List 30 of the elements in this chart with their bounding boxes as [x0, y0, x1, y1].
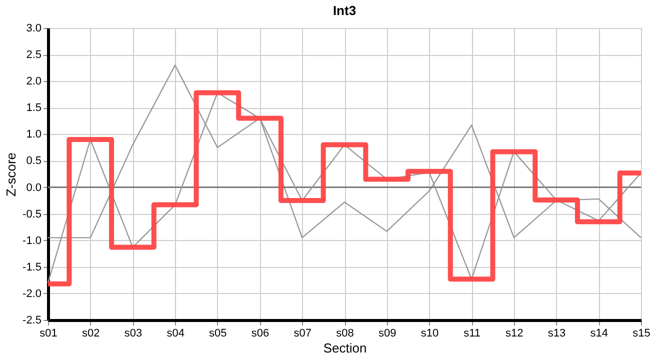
y-tick-label: 0.5: [26, 155, 42, 168]
y-tick-label: -0.5: [22, 208, 42, 220]
x-tick-label: s01: [40, 328, 58, 340]
x-tick-label: s04: [166, 328, 184, 340]
y-tick-label: 2.5: [26, 49, 42, 62]
x-tick-label: s12: [506, 328, 524, 340]
y-axis-title: Z-score: [4, 152, 19, 197]
x-tick-label: s02: [82, 328, 100, 340]
x-tick-label: s13: [548, 328, 566, 340]
x-tick-label: s05: [209, 328, 227, 340]
y-tick-label: 0.0: [26, 182, 42, 194]
x-tick-label: s15: [632, 328, 650, 340]
x-axis-title: Section: [323, 340, 367, 356]
chart-title: Int3: [332, 3, 356, 18]
x-tick-label: s11: [464, 328, 481, 340]
x-tick-label: s09: [378, 328, 396, 340]
y-tick-label: -1.0: [22, 234, 42, 247]
y-tick-label: 1.0: [26, 128, 42, 141]
x-tick-label: s08: [336, 328, 354, 340]
x-tick-label: s14: [590, 328, 608, 340]
y-tick-label: 1.5: [26, 102, 42, 114]
y-tick-label: 3.0: [26, 22, 42, 34]
x-tick-label: s06: [251, 328, 270, 340]
x-tick-label: s07: [294, 328, 312, 340]
y-tick-label: -2.5: [22, 314, 42, 326]
x-tick-label: s10: [420, 328, 439, 340]
y-tick-label: 2.0: [26, 76, 42, 88]
y-tick-label: -1.5: [22, 261, 42, 274]
y-tick-label: -2.0: [22, 288, 42, 300]
x-tick-label: s03: [124, 328, 142, 340]
